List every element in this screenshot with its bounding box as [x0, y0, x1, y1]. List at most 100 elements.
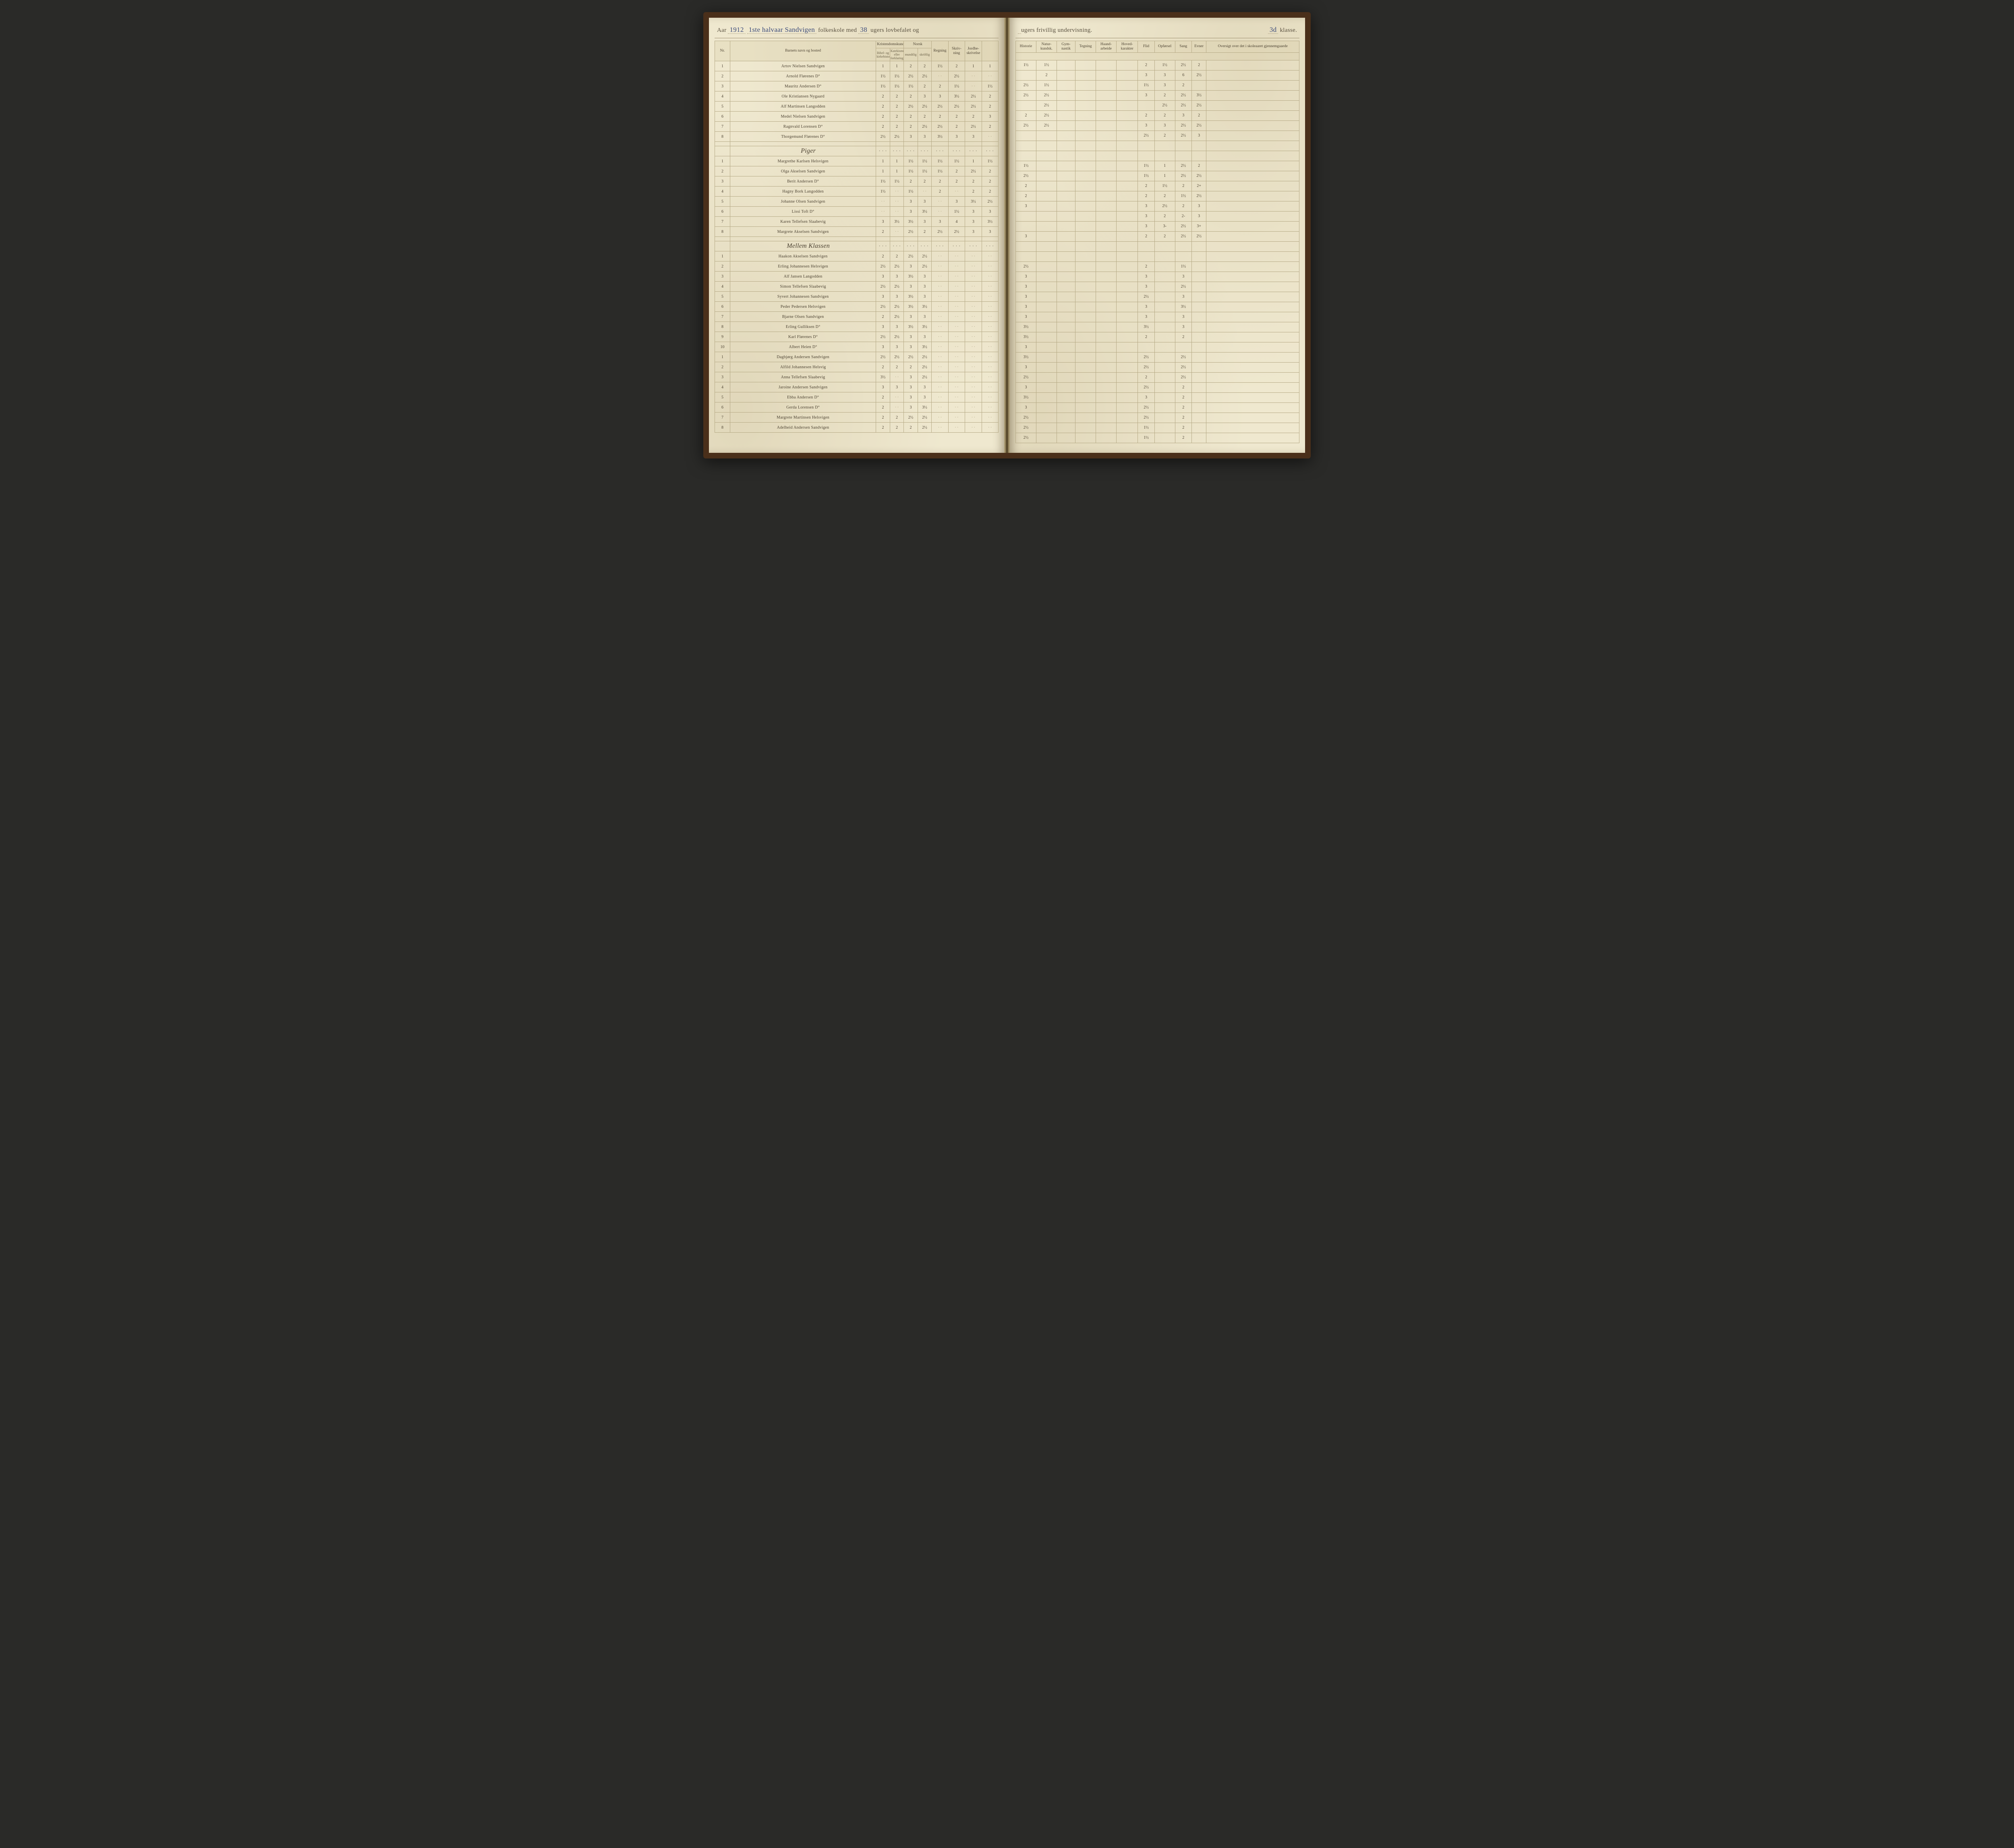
mark-cell	[1057, 191, 1075, 201]
mark-cell	[1096, 302, 1117, 312]
mark-cell	[1206, 372, 1299, 382]
uger-lov: 38	[858, 26, 869, 34]
mark-cell: 2	[932, 81, 948, 91]
row-nr: 8	[715, 227, 730, 237]
thead-right: Historie Natur- kundsk. Gym- nastik Tegn…	[1016, 41, 1299, 60]
mark-cell: · ·	[948, 272, 965, 282]
right-page: ugers frivillig undervisning. 3d klasse.…	[1010, 18, 1305, 453]
row-name: Dagbjørg Andersen Sandvigen	[730, 352, 876, 362]
mark-cell: 3½	[932, 132, 948, 142]
row-name: Alf Jansen Langodden	[730, 272, 876, 282]
mark-cell	[1075, 120, 1096, 131]
mark-cell: 2	[982, 176, 998, 187]
mark-cell: 3	[918, 91, 932, 102]
mark-cell	[1096, 423, 1117, 433]
mark-cell	[1206, 272, 1299, 282]
printed-lovbefalet: ugers lovbefalet og	[870, 27, 919, 33]
mark-cell: · ·	[948, 332, 965, 342]
mark-cell: 1½	[982, 156, 998, 166]
mark-cell	[1206, 110, 1299, 120]
mark-cell: 2½	[1138, 362, 1154, 372]
mark-cell	[1036, 261, 1057, 272]
mark-cell: 2½	[932, 102, 948, 112]
mark-cell: 2	[1154, 110, 1175, 120]
left-page: Aar 1912 1ste halvaar Sandvigen folkesko…	[709, 18, 1004, 453]
table-row: 8Adelheid Andersen Sandvigen2222½· ·· ··…	[715, 423, 999, 433]
mark-cell: 2½	[1191, 100, 1206, 110]
row-nr: 4	[715, 187, 730, 197]
col-norsk-sub2: skriftlig	[918, 48, 932, 61]
mark-cell	[1116, 231, 1138, 241]
mark-cell: 3	[982, 207, 998, 217]
mark-cell	[1116, 70, 1138, 80]
mark-cell	[1036, 342, 1057, 352]
mark-cell	[1154, 322, 1175, 332]
mark-cell: · ·	[948, 282, 965, 292]
mark-cell: · ·	[890, 197, 904, 207]
mark-cell	[1116, 402, 1138, 413]
table-row: 333½	[1016, 302, 1299, 312]
table-row: 1Haakon Akselsen Sandvigen222½2½· ·· ·· …	[715, 251, 999, 261]
mark-cell: · ·	[932, 352, 948, 362]
mark-cell: 2	[890, 423, 904, 433]
mark-cell: · ·	[948, 413, 965, 423]
mark-cell	[1191, 261, 1206, 272]
mark-cell: 3½	[1016, 352, 1036, 362]
mark-cell: · ·	[932, 423, 948, 433]
mark-cell: 3	[1191, 201, 1206, 211]
table-row: 2Olga Akselsen Sandvigen111½1½1½22½2	[715, 166, 999, 176]
mark-cell	[1057, 413, 1075, 423]
mark-cell	[1206, 322, 1299, 332]
mark-cell: 3½	[948, 91, 965, 102]
mark-cell	[1096, 100, 1117, 110]
mark-cell: · ·	[932, 282, 948, 292]
halvaar-value: 1ste halvaar Sandvigen	[747, 26, 816, 34]
mark-cell: 3½	[965, 197, 982, 207]
col-flid: Flid	[1138, 41, 1154, 53]
mark-cell	[1075, 332, 1096, 342]
mark-cell	[1116, 90, 1138, 100]
mark-cell	[1191, 402, 1206, 413]
mark-cell	[1036, 221, 1057, 231]
row-nr: 2	[715, 166, 730, 176]
table-row: 7Karen Tellefsen Slaabevig33½3½33433½	[715, 217, 999, 227]
mark-cell: 2½	[918, 352, 932, 362]
row-name: Medel Nielsen Sandvigen	[730, 112, 876, 122]
mark-cell: 3	[904, 282, 918, 292]
mark-cell: · ·	[982, 382, 998, 392]
mark-cell	[1206, 161, 1299, 171]
mark-cell: · ·	[932, 272, 948, 282]
mark-cell	[1116, 80, 1138, 90]
subhead-spacer	[1016, 52, 1299, 60]
mark-cell: 3½	[904, 272, 918, 282]
mark-cell: 3	[904, 197, 918, 207]
mark-cell: · ·	[965, 372, 982, 382]
mark-cell: 2	[982, 122, 998, 132]
mark-cell: · ·	[932, 362, 948, 372]
col-krist-sub2: Katekismus eller forklaring	[890, 48, 904, 61]
mark-cell: 2½	[1154, 100, 1175, 110]
mark-cell	[1191, 302, 1206, 312]
mark-cell: 1½	[948, 81, 965, 91]
mark-cell: · ·	[932, 197, 948, 207]
mark-cell	[1116, 100, 1138, 110]
mark-cell	[1116, 352, 1138, 362]
col-blank-l	[982, 41, 998, 61]
mark-cell	[1116, 171, 1138, 181]
mark-cell	[1057, 120, 1075, 131]
mark-cell: · ·	[965, 261, 982, 272]
mark-cell: 2	[1175, 433, 1191, 443]
mark-cell: 2	[1175, 382, 1191, 392]
mark-cell: 1	[1154, 161, 1175, 171]
table-row: 4Hagny Bork Langodden1½· ·1½· ·2· ·22	[715, 187, 999, 197]
mark-cell: · ·	[965, 332, 982, 342]
mark-cell	[1057, 60, 1075, 70]
table-row: 3Anna Tellefsen Slaabevig3½· ·32½· ·· ··…	[715, 372, 999, 382]
mark-cell	[1075, 402, 1096, 413]
mark-cell: 3½	[1175, 302, 1191, 312]
mark-cell: 2	[1175, 332, 1191, 342]
mark-cell	[1096, 392, 1117, 402]
mark-cell: 2½	[1138, 131, 1154, 141]
table-row: 3	[1016, 342, 1299, 352]
mark-cell: 3	[904, 132, 918, 142]
